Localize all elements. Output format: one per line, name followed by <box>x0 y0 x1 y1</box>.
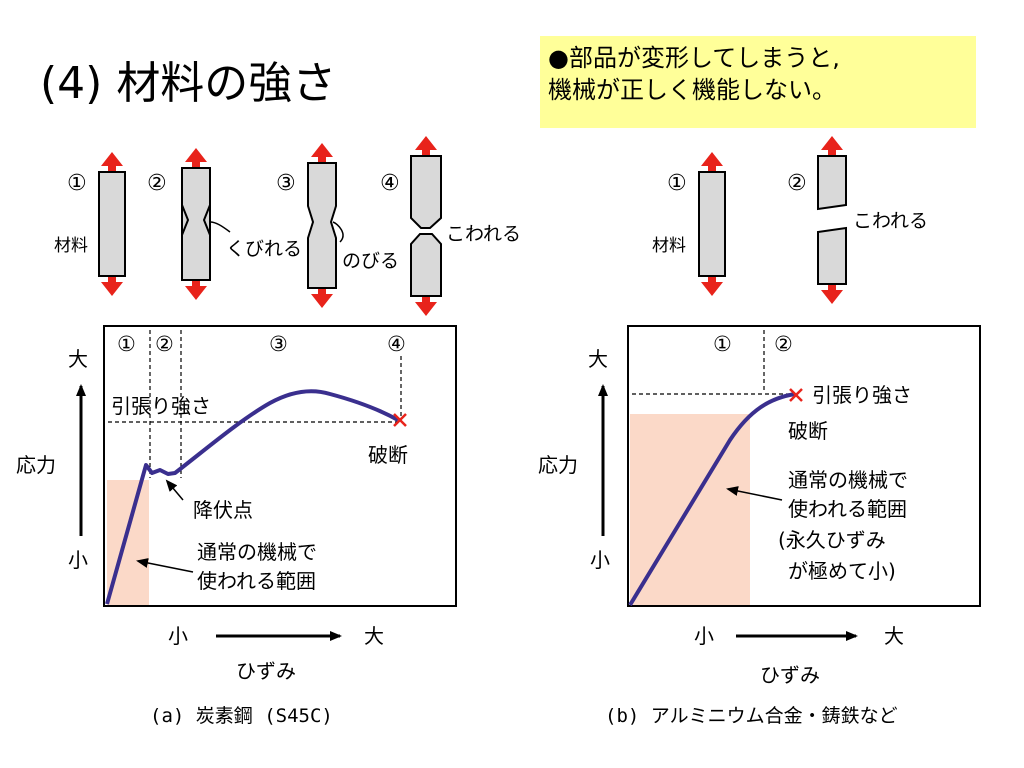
region-2-label: ② <box>155 332 174 356</box>
x-low-label: 小 <box>168 624 188 648</box>
specimen-r1 <box>698 171 726 277</box>
region-2-label-r: ② <box>774 332 793 356</box>
chart-frame-r <box>627 325 981 607</box>
y-high-label-r: 大 <box>588 347 608 371</box>
left-stress-strain-chart: ① ② ③ ④ 大 応力 小 引張り強さ 破断 降伏点 通常の機械で 使われる範… <box>16 325 457 683</box>
region-4-label: ④ <box>387 332 406 356</box>
fracture-mark-r <box>789 388 803 402</box>
normal-zone-pointer <box>136 558 194 573</box>
normal-use-line-4-r: が極めて小) <box>788 559 896 583</box>
normal-zone-pointer-r <box>726 486 783 501</box>
stress-strain-curve-r <box>628 392 796 607</box>
dashed-guides <box>108 330 402 478</box>
neck-label: くびれる <box>226 238 302 260</box>
chart-frame <box>103 325 457 607</box>
stage-1-label-r: ① <box>667 171 687 196</box>
y-low-label-r: 小 <box>590 548 610 572</box>
stage-3-label: ③ <box>276 171 296 196</box>
stage-2-label-r: ② <box>787 171 807 196</box>
specimen-3 <box>307 162 337 289</box>
stage-2-label: ② <box>147 171 167 196</box>
right-stress-strain-chart: ① ② 大 応力 小 引張り強さ 破断 通常の機械で 使われる範囲 (永久ひずみ… <box>538 325 981 687</box>
specimen-bars <box>98 155 442 297</box>
specimen-4-top <box>410 155 442 229</box>
left-specimens: ① ② ③ ④ 材料 くびれる のびる こわれる <box>54 136 521 316</box>
stage-4-label: ④ <box>380 171 400 196</box>
fracture-label: 破断 <box>368 443 408 467</box>
x-axis-title: ひずみ <box>236 659 296 683</box>
material-label: 材料 <box>54 236 88 256</box>
y-low-label: 小 <box>68 548 88 572</box>
normal-use-line-2-r: 使われる範囲 <box>788 497 907 521</box>
normal-use-line-2: 使われる範囲 <box>197 569 316 593</box>
fracture-mark <box>393 413 407 427</box>
yield-pointer <box>165 479 184 501</box>
neck-notch <box>181 204 211 236</box>
stress-strain-curve <box>105 389 399 605</box>
tensile-strength-label-r: 引張り強さ <box>812 383 912 407</box>
x-high-label-r: 大 <box>884 624 904 648</box>
specimen-r2-top <box>817 155 847 211</box>
y-axis-title: 応力 <box>16 453 56 477</box>
specimen-4-bottom <box>410 233 442 297</box>
break-label-r: こわれる <box>853 210 928 232</box>
region-1-label: ① <box>117 332 136 356</box>
left-caption: (a) 炭素鋼 (S45C) <box>150 705 333 727</box>
specimen-r2-bottom <box>817 226 847 285</box>
normal-use-line-1-r: 通常の機械で <box>788 468 908 492</box>
y-axis-title-r: 応力 <box>538 453 578 477</box>
material-label-r: 材料 <box>652 236 686 256</box>
specimen-2 <box>181 167 211 281</box>
region-3-label: ③ <box>269 332 288 356</box>
note-line-2: 機械が正しく機能しない。 <box>548 76 836 104</box>
tension-arrows-right <box>701 136 843 304</box>
note-line-1: ●部品が変形してしまうと, <box>548 44 840 72</box>
x-high-label: 大 <box>364 624 384 648</box>
tension-arrows <box>101 136 437 316</box>
specimen-1 <box>98 171 126 277</box>
x-low-label-r: 小 <box>694 624 714 648</box>
region-1-label-r: ① <box>713 332 732 356</box>
right-specimens: ① ② 材料 こわれる <box>652 136 928 304</box>
y-high-label: 大 <box>68 347 88 371</box>
normal-use-line-3-r: (永久ひずみ <box>778 528 886 552</box>
pointer-lines <box>209 221 344 243</box>
fracture-label-r: 破断 <box>788 419 828 443</box>
callout-note: ●部品が変形してしまうと, 機械が正しく機能しない。 <box>540 36 976 128</box>
normal-use-line-1: 通常の機械で <box>197 540 317 564</box>
x-axis-title-r: ひずみ <box>760 663 820 687</box>
tensile-strength-label: 引張り強さ <box>111 394 211 418</box>
stretch-label: のびる <box>342 250 399 272</box>
dashed-guides-r <box>632 330 792 395</box>
stage-1-label: ① <box>67 171 87 196</box>
right-caption: (b) アルミニウム合金・鋳鉄など <box>605 704 898 727</box>
yield-point-label: 降伏点 <box>193 498 253 522</box>
break-label: こわれる <box>446 223 521 245</box>
page-title: (4) 材料の強さ <box>40 58 337 109</box>
